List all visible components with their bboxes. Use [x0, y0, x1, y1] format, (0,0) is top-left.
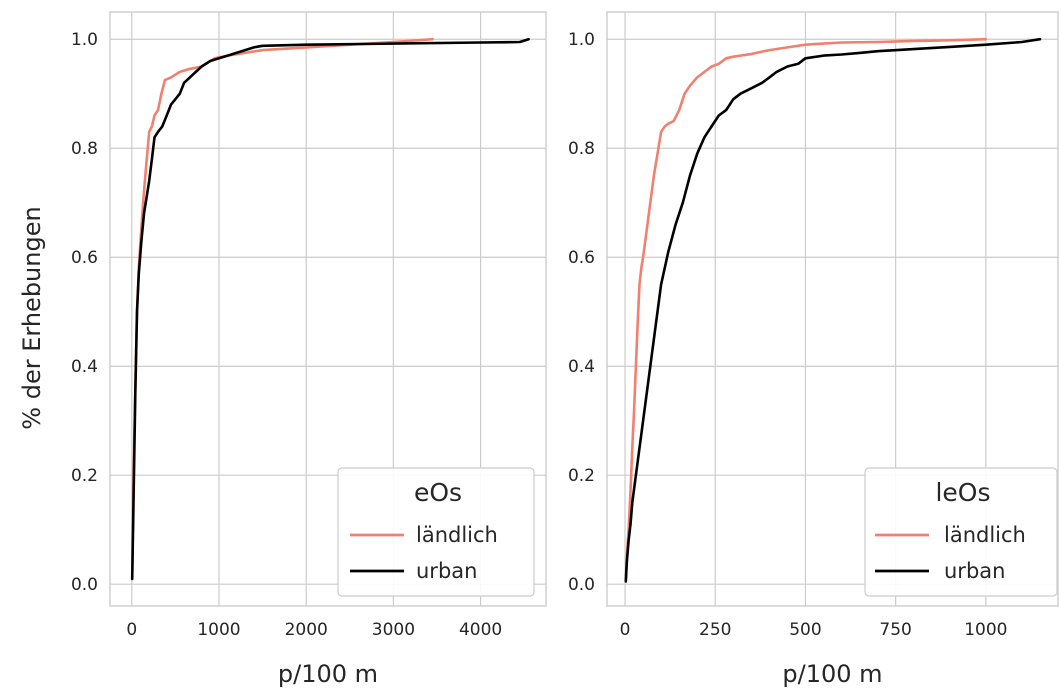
- y-tick-label: 1.0: [568, 30, 595, 50]
- legend-box: [864, 467, 1058, 597]
- x-axis-label: p/100 m: [782, 660, 882, 688]
- x-tick-label: 750: [879, 620, 911, 640]
- x-tick-label: 0: [126, 620, 137, 640]
- series-line-urban: [130, 37, 530, 581]
- y-tick-label: 0.4: [568, 357, 595, 377]
- x-axis-label: p/100 m: [278, 660, 378, 688]
- x-tick-label: 3000: [372, 620, 415, 640]
- y-tick-label: 0.8: [568, 139, 595, 159]
- y-tick-label: 0.0: [71, 575, 98, 595]
- y-tick-label: 0.4: [71, 357, 98, 377]
- y-tick-label: 0.6: [71, 248, 98, 268]
- y-tick-label: 0.2: [568, 466, 595, 486]
- panel-eos: 0 1000 2000 3000 4000 0.0 0.2 0.4 0.6 0.8 1.0 p/100…: [71, 11, 547, 688]
- legend-entry-label: urban: [416, 559, 477, 583]
- series-line-laendlich: [624, 37, 988, 581]
- x-tick-label: 0: [620, 620, 631, 640]
- y-tick-label: 1.0: [71, 30, 98, 50]
- legend-entry-label: urban: [944, 559, 1005, 583]
- legend-title: eOs: [414, 478, 462, 507]
- legend: eOs ländlich urban: [337, 467, 535, 597]
- legend-box: [337, 467, 535, 597]
- y-tick-label: 0.2: [71, 466, 98, 486]
- x-tick-label: 4000: [459, 620, 502, 640]
- plot-frame: [109, 11, 547, 607]
- legend-entry-label: ländlich: [944, 523, 1026, 547]
- legend: leOs ländlich urban: [864, 467, 1058, 597]
- x-tick-label: 250: [699, 620, 731, 640]
- y-tick-label: 0.8: [71, 139, 98, 159]
- series-line-urban: [624, 37, 1042, 583]
- legend-title: leOs: [935, 478, 990, 507]
- y-axis-label: % der Erhebungen: [18, 206, 46, 429]
- x-tick-label: 2000: [285, 620, 328, 640]
- x-tick-label: 1000: [964, 620, 1007, 640]
- legend-entry-label: ländlich: [416, 523, 498, 547]
- x-tick-label: 500: [789, 620, 821, 640]
- x-tick-label: 1000: [197, 620, 240, 640]
- panel-leos: 0 250 500 750 1000 0.0 0.2 0.4 0.6 0.8 1.0 p/100 m l…: [568, 11, 1059, 688]
- y-tick-label: 0.0: [568, 575, 595, 595]
- y-tick-label: 0.6: [568, 248, 595, 268]
- plot-frame: [606, 11, 1059, 607]
